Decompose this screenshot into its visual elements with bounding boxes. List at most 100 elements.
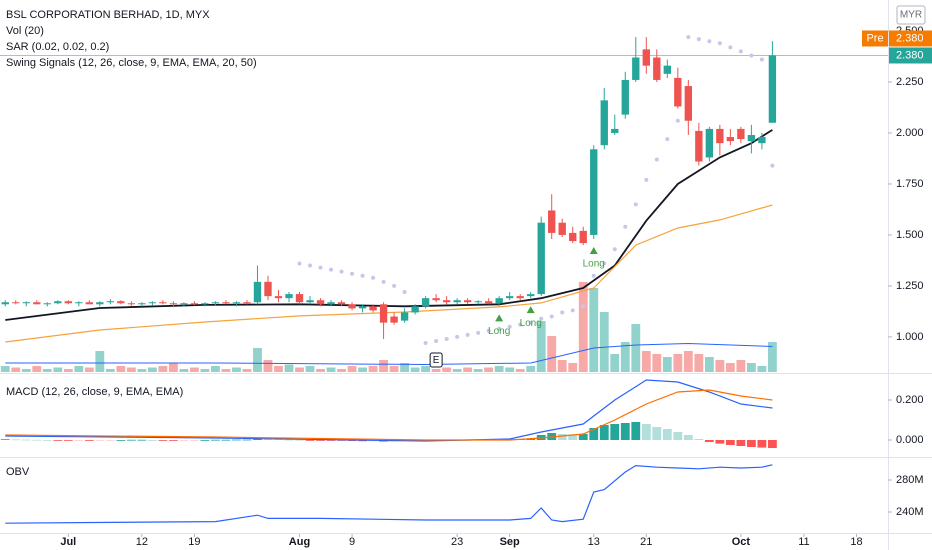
- indicator-legend: SAR (0.02, 0.02, 0.2): [6, 41, 109, 53]
- x-tick-label: 13: [588, 536, 600, 548]
- sar-dot: [707, 39, 712, 44]
- volume-bar: [410, 367, 420, 372]
- sar-dot: [360, 273, 365, 278]
- volume-bar: [463, 367, 473, 372]
- macd-histogram-bar: [599, 425, 609, 440]
- volume-bar: [767, 342, 777, 372]
- sar-dot: [770, 163, 775, 168]
- volume-bar: [547, 336, 557, 372]
- candle-body: [569, 232, 577, 242]
- sar-dot: [444, 336, 449, 341]
- volume-bar: [116, 366, 126, 372]
- volume-bar: [347, 366, 357, 372]
- volume-bar: [53, 367, 63, 372]
- sar-dot: [749, 53, 754, 58]
- sar-dot: [507, 324, 512, 329]
- candle-body: [453, 300, 461, 303]
- volume-bar: [515, 369, 525, 372]
- candle-body: [527, 294, 535, 297]
- macd-histogram-bar: [736, 440, 746, 446]
- candle-body: [232, 302, 241, 304]
- volume-bar: [746, 363, 756, 372]
- sar-dot: [549, 314, 554, 319]
- macd-histogram-bar: [694, 439, 704, 440]
- y-tick-label: 0.000: [896, 434, 924, 446]
- signal-marker: [526, 306, 535, 314]
- currency: MYR: [900, 10, 922, 21]
- last-price-box: [889, 47, 932, 64]
- candle-body: [75, 302, 83, 304]
- last-price-label: 2.380: [896, 49, 924, 61]
- volume-bar: [368, 366, 378, 372]
- sar-dot: [612, 247, 617, 252]
- moving-average-line: [5, 204, 773, 343]
- volume-bar: [74, 366, 84, 372]
- candle-body: [358, 306, 367, 309]
- pre-market-tag-box: [862, 30, 888, 47]
- signal-marker: [589, 247, 598, 255]
- volume-bar: [484, 367, 494, 372]
- macd-histogram-bar: [620, 423, 630, 440]
- candle-body: [432, 298, 440, 301]
- volume-bar: [0, 366, 10, 372]
- candle-body: [590, 149, 598, 235]
- candle-body: [705, 128, 714, 158]
- volume-bar: [400, 363, 410, 372]
- volume-bar: [694, 354, 704, 372]
- sar-dot: [497, 326, 502, 331]
- candle-body: [253, 281, 262, 303]
- candle-body: [653, 57, 661, 80]
- macd-histogram-bar: [53, 440, 63, 441]
- sar-dot: [717, 41, 722, 46]
- volume-bar: [557, 360, 567, 372]
- x-tick-label: 19: [188, 536, 200, 548]
- candle-body: [506, 296, 514, 299]
- signal-label: Long: [583, 259, 605, 270]
- volume-bar: [568, 363, 578, 372]
- volume-bar: [610, 354, 620, 372]
- macd-histogram-bar: [221, 439, 231, 441]
- volume-bar: [578, 282, 588, 372]
- macd-histogram-bar: [32, 439, 42, 441]
- sar-dot: [633, 202, 638, 207]
- volume-bar: [137, 369, 147, 372]
- sar-dot: [665, 137, 670, 142]
- candle-body: [726, 137, 735, 142]
- macd-histogram-bar: [190, 440, 199, 441]
- macd-histogram-bar: [179, 440, 189, 441]
- volume-bar: [589, 288, 599, 372]
- candle-body: [611, 128, 619, 133]
- candle-body: [106, 301, 115, 303]
- candle-body: [159, 302, 167, 304]
- macd-histogram-bar: [21, 439, 31, 441]
- volume-bar: [179, 369, 189, 372]
- y-tick-label: 1.750: [896, 178, 924, 190]
- macd-histogram-bar: [147, 440, 157, 441]
- candle-body: [768, 55, 777, 123]
- moving-average-line: [5, 129, 773, 321]
- candle-body: [169, 303, 178, 305]
- currency-box[interactable]: [896, 5, 926, 25]
- candle-body: [201, 303, 209, 305]
- macd-histogram-bar: [526, 439, 536, 440]
- y-tick-label: 2.250: [896, 76, 924, 88]
- sar-dot: [686, 35, 691, 40]
- candle-body: [442, 300, 451, 303]
- volume-bar: [316, 369, 325, 372]
- candle-body: [274, 296, 283, 299]
- x-tick-label: 11: [798, 536, 809, 548]
- volume-bar: [452, 369, 462, 372]
- candle-body: [96, 302, 104, 305]
- volume-bar: [105, 369, 115, 372]
- volume-bar: [379, 360, 388, 372]
- sar-dot: [696, 37, 701, 42]
- macd-histogram-bar: [316, 440, 325, 441]
- volume-bar: [63, 369, 73, 372]
- volume-bar: [326, 367, 336, 372]
- volume-bar: [652, 354, 662, 372]
- volume-bar: [505, 367, 515, 372]
- sar-dot: [654, 157, 659, 162]
- x-tick-label: Sep: [500, 536, 520, 548]
